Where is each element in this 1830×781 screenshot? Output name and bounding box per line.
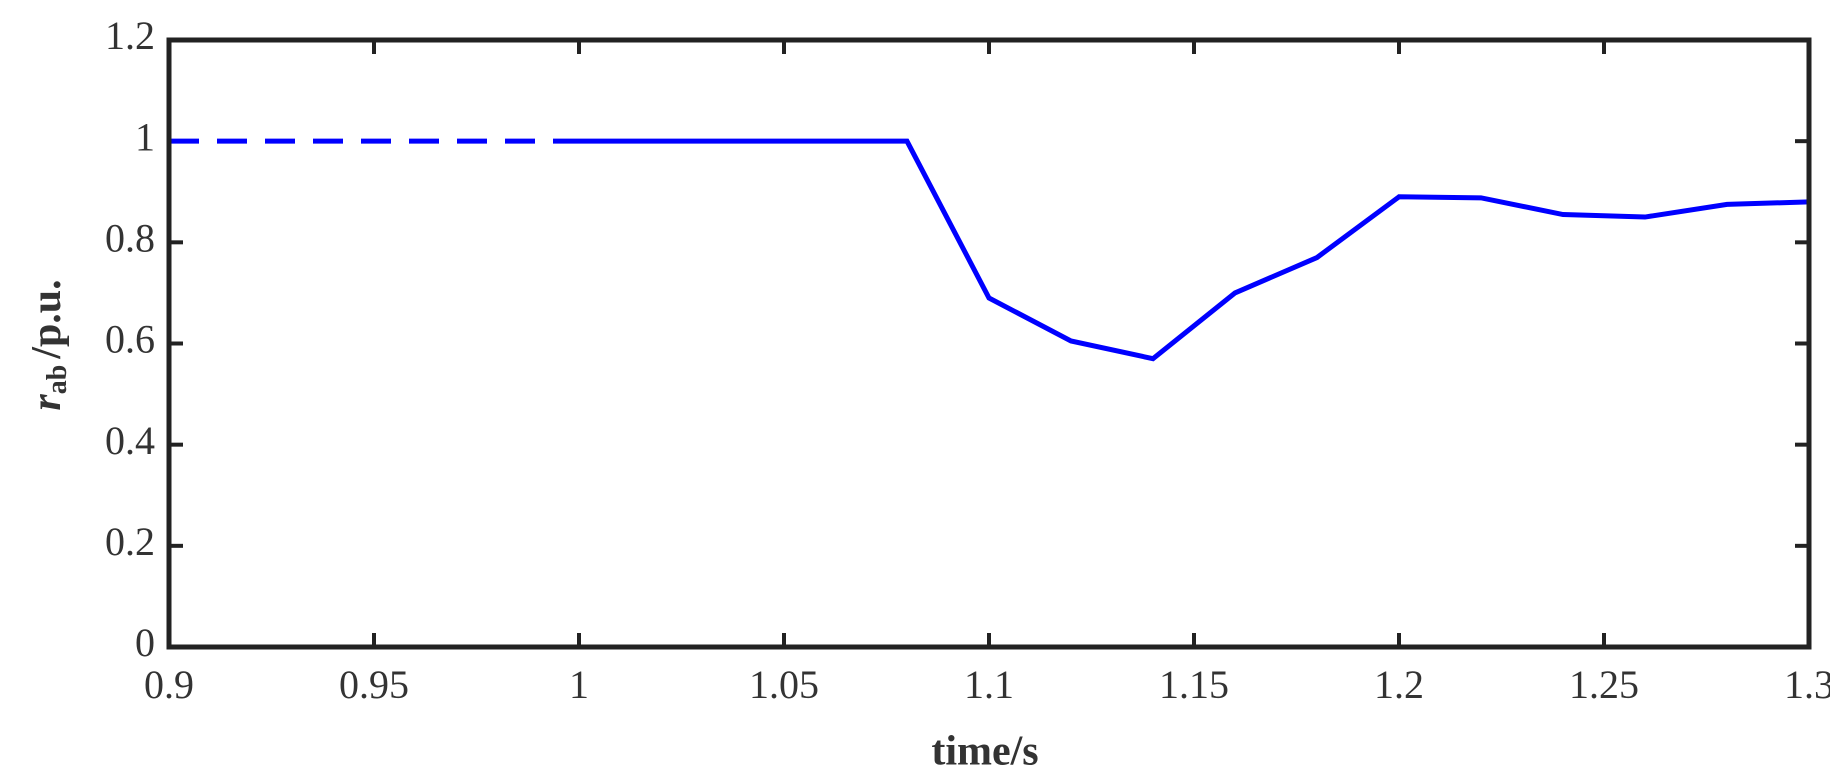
x-tick-label: 1.25	[1569, 662, 1639, 707]
y-tick-label: 0.8	[105, 216, 155, 261]
y-label-subscript: ab	[42, 365, 73, 395]
x-tick-label: 1	[569, 662, 589, 707]
y-tick-label: 1.2	[105, 13, 155, 58]
x-tick-label: 1.15	[1159, 662, 1229, 707]
x-axis-label: time/s	[931, 729, 1038, 775]
plot-frame	[166, 37, 1812, 650]
x-tick-label: 1.2	[1374, 662, 1424, 707]
y-axis-label: rab/p.u.	[24, 279, 74, 410]
y-tick-label: 1	[135, 114, 155, 159]
y-tick-label: 0.2	[105, 519, 155, 564]
x-tick-label: 1.1	[964, 662, 1014, 707]
x-tick-label: 1.3	[1784, 662, 1830, 707]
y-tick-label: 0.4	[105, 418, 155, 463]
y-tick-label: 0.6	[105, 317, 155, 362]
x-tick-label: 1.05	[749, 662, 819, 707]
x-tick-label: 0.95	[339, 662, 409, 707]
x-tick-label: 0.9	[144, 662, 194, 707]
y-label-unit: /p.u.	[24, 279, 70, 359]
data-line	[579, 138, 1810, 362]
y-label-symbol: r	[24, 394, 70, 411]
y-tick-label: 0	[135, 620, 155, 665]
